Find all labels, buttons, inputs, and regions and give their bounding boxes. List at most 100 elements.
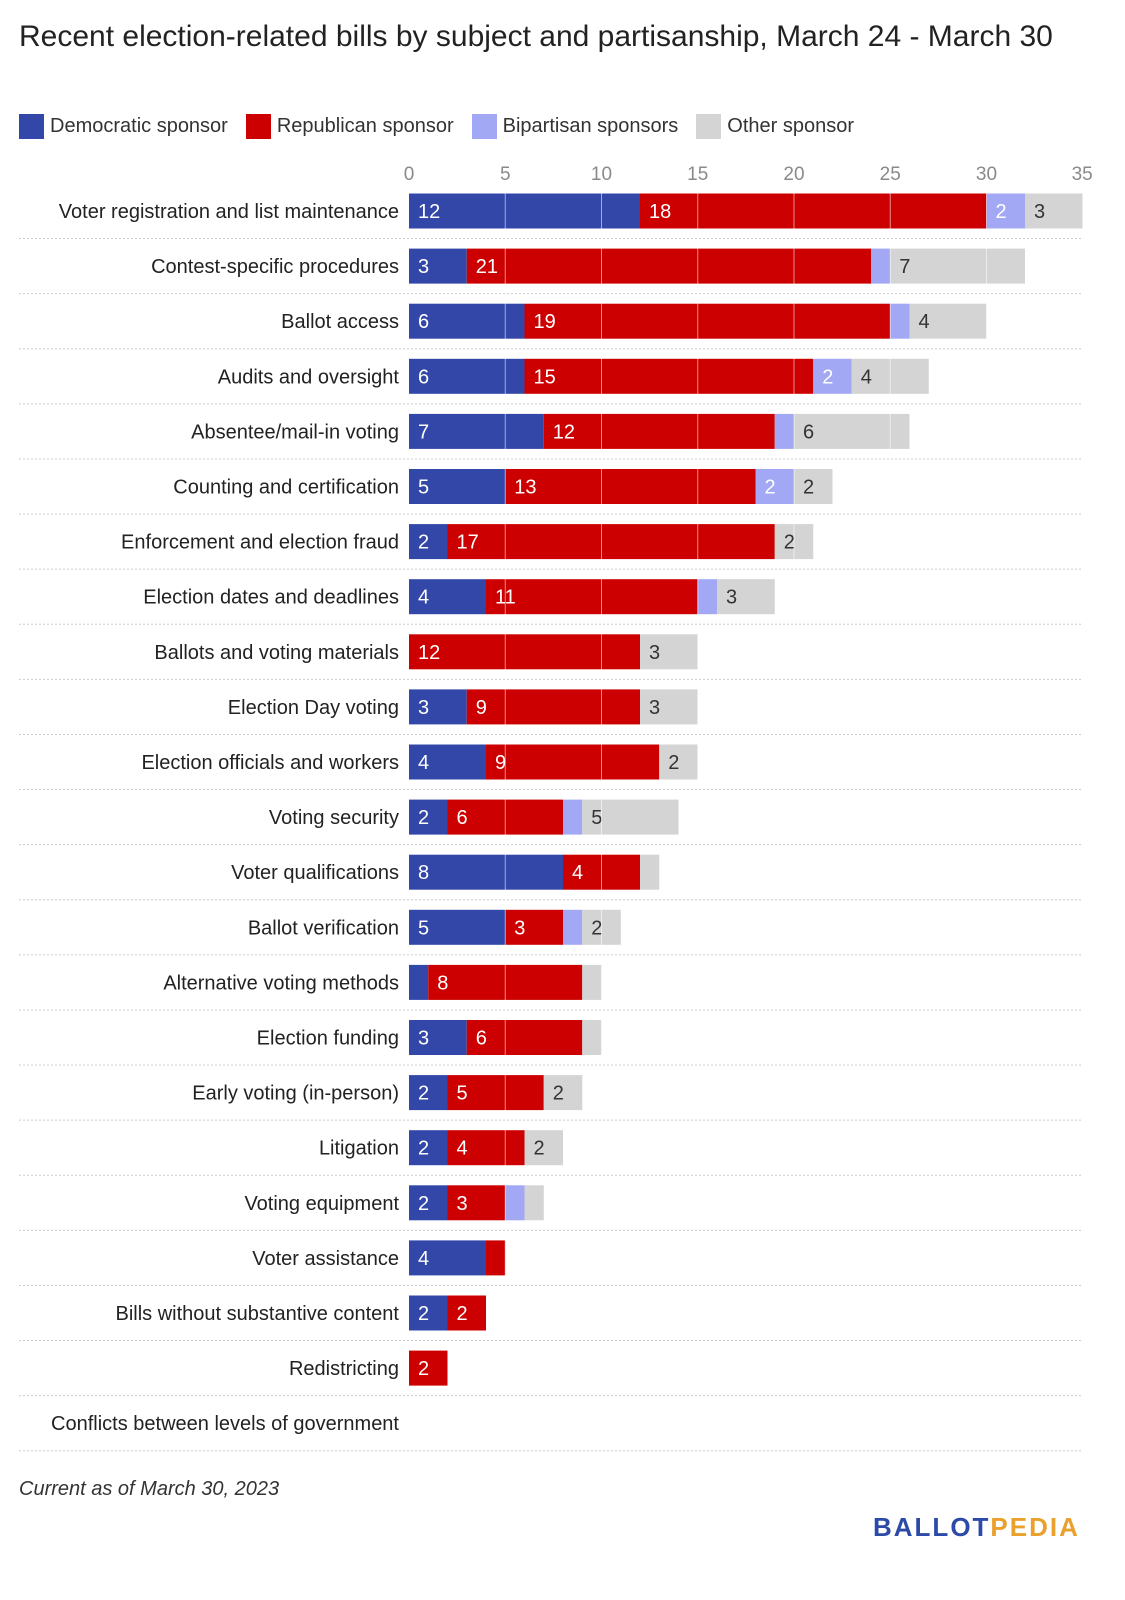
x-tick-label: 10 xyxy=(591,164,612,185)
bar-segment xyxy=(640,854,660,890)
category-label: Litigation xyxy=(319,1138,399,1160)
bar-segment xyxy=(447,1075,544,1111)
legend: Democratic sponsor Republican sponsor Bi… xyxy=(19,112,872,140)
data-label: 2 xyxy=(418,1193,429,1215)
data-label: 12 xyxy=(553,421,575,443)
ballotpedia-logo: BALLOTPEDIA xyxy=(873,1512,1080,1543)
bar-segment xyxy=(409,689,467,725)
data-label: 17 xyxy=(457,532,479,554)
data-label: 21 xyxy=(476,256,498,278)
x-tick-label: 0 xyxy=(404,164,415,185)
chart-title: Recent election-related bills by subject… xyxy=(19,20,1053,53)
data-label: 2 xyxy=(418,1303,429,1325)
legend-item-bipartisan: Bipartisan sponsors xyxy=(471,113,678,139)
data-label: 8 xyxy=(418,862,429,884)
bar-segment xyxy=(466,248,871,284)
data-label: 2 xyxy=(418,807,429,829)
data-label: 19 xyxy=(534,311,556,333)
data-label: 2 xyxy=(996,201,1007,223)
data-label: 2 xyxy=(553,1083,564,1105)
category-label: Contest-specific procedures xyxy=(151,256,399,278)
bar-segment xyxy=(409,634,640,670)
data-label: 2 xyxy=(418,1358,429,1380)
data-label: 4 xyxy=(418,752,429,774)
bar-segment xyxy=(524,303,891,339)
data-label: 12 xyxy=(418,642,440,664)
bar-segment xyxy=(1025,193,1083,229)
bar-segment xyxy=(447,1130,525,1166)
bar-segment xyxy=(409,413,544,449)
bar-segment xyxy=(890,303,910,339)
bar-segment xyxy=(409,744,486,780)
data-label: 4 xyxy=(457,1138,468,1160)
data-label: 4 xyxy=(572,862,583,884)
bar-segment xyxy=(890,248,1025,284)
data-label: 15 xyxy=(534,366,556,388)
bar-segment xyxy=(640,193,987,229)
bar-segment xyxy=(409,964,429,1000)
data-label: 3 xyxy=(418,256,429,278)
bar-segment xyxy=(409,1020,467,1055)
bar-segment xyxy=(794,469,833,504)
category-label: Election officials and workers xyxy=(141,752,399,774)
bar-segment xyxy=(582,1020,602,1055)
bar-segment xyxy=(717,579,775,615)
data-label: 2 xyxy=(784,532,795,554)
legend-item-other: Other sponsor xyxy=(696,113,855,139)
bar-segment xyxy=(755,469,794,504)
bar-segment xyxy=(524,358,814,394)
category-label: Ballot verification xyxy=(248,917,399,939)
data-label: 3 xyxy=(457,1193,468,1215)
logo-ballot-text: BALLOT xyxy=(873,1512,991,1542)
category-label: Voter registration and list maintenance xyxy=(59,201,399,223)
data-label: 2 xyxy=(765,477,776,499)
category-label: Conflicts between levels of government xyxy=(51,1413,399,1435)
bar-segment xyxy=(640,634,698,670)
category-label: Absentee/mail-in voting xyxy=(191,421,399,443)
bar-segment xyxy=(986,193,1025,229)
bar-segment xyxy=(774,413,794,449)
category-label: Voting security xyxy=(269,807,399,829)
category-label: Voter assistance xyxy=(252,1248,399,1270)
bar-segment xyxy=(543,1075,583,1111)
bar-segment xyxy=(543,413,775,449)
bar-segment xyxy=(409,1075,448,1111)
data-label: 3 xyxy=(418,697,429,719)
bar-segment xyxy=(409,469,506,504)
data-label: 2 xyxy=(591,917,602,939)
bar-segment xyxy=(563,799,583,835)
data-label: 3 xyxy=(1034,201,1045,223)
data-label: 2 xyxy=(803,477,814,499)
data-label: 6 xyxy=(803,421,814,443)
data-label: 6 xyxy=(457,807,468,829)
legend-item-republican: Republican sponsor xyxy=(245,113,454,139)
bar-segment xyxy=(409,799,448,835)
data-label: 3 xyxy=(514,917,525,939)
category-label: Election Day voting xyxy=(228,697,399,719)
data-label: 2 xyxy=(534,1138,545,1160)
logo-pedia-text: PEDIA xyxy=(990,1512,1080,1542)
bar-segment xyxy=(447,1295,486,1331)
x-tick-label: 15 xyxy=(687,164,708,185)
bar-segment xyxy=(582,964,602,1000)
bar-segment xyxy=(659,744,698,780)
data-label: 8 xyxy=(437,972,448,994)
data-label: 5 xyxy=(591,807,602,829)
data-label: 2 xyxy=(418,1083,429,1105)
data-label: 13 xyxy=(514,477,536,499)
data-label: 2 xyxy=(822,366,833,388)
legend-swatch-bipartisan xyxy=(471,113,497,139)
data-label: 2 xyxy=(418,1138,429,1160)
data-label: 12 xyxy=(418,201,440,223)
bar-segment xyxy=(486,744,660,780)
bar-segment xyxy=(409,854,563,890)
legend-swatch-democratic xyxy=(19,113,44,139)
category-label: Bills without substantive content xyxy=(116,1303,400,1325)
data-label: 2 xyxy=(457,1303,468,1325)
legend-label-other: Other sponsor xyxy=(727,114,855,137)
bar-segment xyxy=(909,303,987,339)
legend-item-democratic: Democratic sponsor xyxy=(19,113,228,139)
legend-swatch-other xyxy=(696,113,722,139)
data-label: 3 xyxy=(726,587,737,609)
